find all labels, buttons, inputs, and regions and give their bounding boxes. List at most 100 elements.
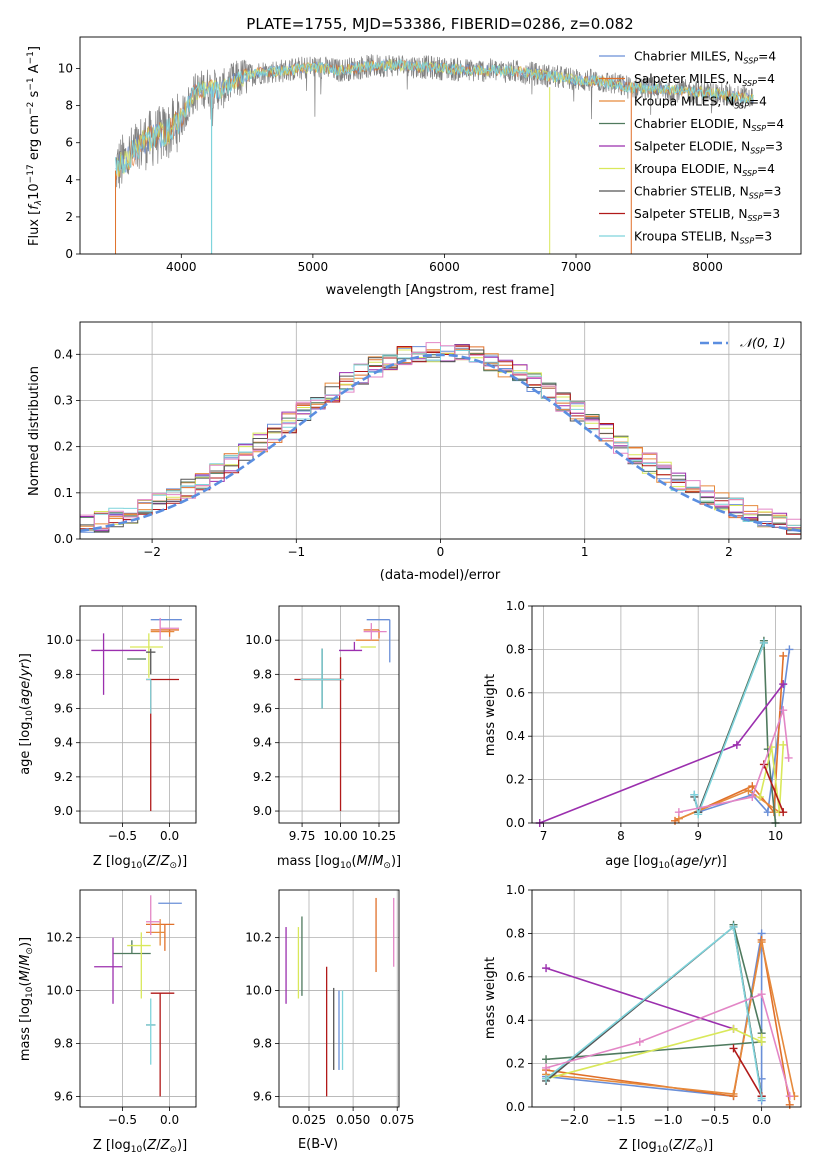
x-tick-label: 10.25 <box>362 829 396 843</box>
weight-line <box>674 655 784 822</box>
x-tick-label: −1.0 <box>653 1113 682 1127</box>
x-tick-label: 9 <box>694 829 702 843</box>
weight-marker <box>542 964 551 973</box>
y-tick-label: 0 <box>65 247 73 261</box>
weight-marker <box>748 782 757 791</box>
x-tick-label: 0.0 <box>752 1113 771 1127</box>
axes-frame <box>278 889 400 1108</box>
weight-vs-age-ylabel: mass weight <box>483 674 498 756</box>
y-tick-label: 0.4 <box>506 1013 525 1027</box>
x-tick-label: 0.0 <box>160 829 179 843</box>
weight-marker <box>729 1024 738 1033</box>
y-tick-label: 10.0 <box>245 633 272 647</box>
weight-marker <box>674 808 683 817</box>
legend-label: Chabrier MILES, NSSP​=4 <box>634 50 776 66</box>
weight-line <box>759 744 784 813</box>
y-tick-label: 0.1 <box>54 486 73 500</box>
y-tick-label: 9.8 <box>253 667 272 681</box>
residuals-plot-area: −2 −1 0 1 2 0.0 0.1 0.2 0.3 0.4 𝒩(0, 1) <box>54 321 802 559</box>
x-tick-label: 10.00 <box>323 829 357 843</box>
weight-marker <box>542 1063 551 1072</box>
y-tick-label: 10.2 <box>245 931 272 945</box>
legend-label: Chabrier STELIB, NSSP​=3 <box>634 185 781 201</box>
x-tick-label: 10 <box>768 829 783 843</box>
x-tick-label: 2 <box>725 545 733 559</box>
y-tick-label: 10.0 <box>245 984 272 998</box>
x-tick-label: −1 <box>287 545 305 559</box>
x-tick-label: −2.0 <box>560 1113 589 1127</box>
weight-marker <box>779 740 788 749</box>
weight-marker <box>784 753 793 762</box>
legend-label: Chabrier ELODIE, NSSP​=4 <box>634 117 784 133</box>
residuals-ylabel: Normed distribution <box>27 366 42 496</box>
y-tick-label: 10.2 <box>46 931 73 945</box>
weight-marker <box>757 938 766 947</box>
weight-vs-z-ylabel: mass weight <box>483 957 498 1039</box>
y-tick-label: 1.0 <box>506 599 525 613</box>
y-tick-label: 0.0 <box>54 532 73 546</box>
y-tick-label: 0.0 <box>506 1100 525 1114</box>
y-tick-label: 0.6 <box>506 686 525 700</box>
weight-marker <box>785 1092 794 1101</box>
weight-marker <box>542 1055 551 1064</box>
x-tick-label: 4000 <box>166 260 197 274</box>
x-tick-label: −0.5 <box>108 829 137 843</box>
weight-vs-age-panel: 7 8 9 10 0.0 0.2 0.4 0.6 0.8 1.0 <box>506 599 802 843</box>
legend-label: Salpeter ELODIE, NSSP​=3 <box>634 140 783 156</box>
figure-title: PLATE=1755, MJD=53386, FIBERID=0286, z=0… <box>246 15 633 33</box>
residuals-xlabel: (data-model)/error <box>380 568 501 583</box>
y-tick-label: 9.8 <box>54 1036 73 1050</box>
weight-line <box>545 993 791 1097</box>
y-tick-label: 0.8 <box>506 926 525 940</box>
model-spectrum-line <box>115 59 754 181</box>
spectrum-xlabel: wavelength [Angstrom, rest frame] <box>326 283 555 298</box>
y-tick-label: 9.2 <box>253 770 272 784</box>
legend-label: Kroupa ELODIE, NSSP​=4 <box>634 162 775 178</box>
axes-frame <box>278 605 400 824</box>
weight-marker <box>757 990 766 999</box>
y-tick-label: 9.6 <box>54 702 73 716</box>
weight-line <box>545 967 734 1030</box>
y-tick-label: 0.2 <box>506 773 525 787</box>
y-tick-label: 2 <box>65 210 73 224</box>
mass-vs-ebv-panel: 0.025 0.050 0.075 9.6 9.8 10.0 10.2 <box>245 889 414 1127</box>
x-tick-label: 7 <box>540 829 548 843</box>
weight-marker <box>759 638 768 647</box>
weight-marker <box>542 1074 551 1083</box>
age-ylabel: age [log10(age/yr)] <box>18 653 35 775</box>
y-tick-label: 0.0 <box>506 816 525 830</box>
residuals-panel: −2 −1 0 1 2 0.0 0.1 0.2 0.3 0.4 𝒩(0, 1) (data-mode… <box>27 321 802 583</box>
weight-marker <box>744 786 753 795</box>
weight-line <box>763 764 784 813</box>
weight-line <box>539 683 784 824</box>
spectrum-panel: 4000 5000 6000 7000 8000 0 2 4 6 8 10 Chabrier MIL… <box>26 36 802 298</box>
y-tick-label: 0.8 <box>506 642 525 656</box>
weight-marker <box>785 645 794 654</box>
weight-marker <box>779 706 788 715</box>
y-tick-label: 4 <box>65 173 73 187</box>
weight-marker <box>729 1044 738 1053</box>
mass-ylabel: mass [log10(M/M⊙)] <box>18 937 35 1061</box>
weight-line <box>545 925 763 1099</box>
x-tick-label: 0.075 <box>380 1113 414 1127</box>
x-tick-label: 5000 <box>298 260 329 274</box>
histogram-steps <box>80 342 801 538</box>
weight-line <box>678 709 790 813</box>
legend-label: Salpeter MILES, NSSP​=4 <box>634 72 775 88</box>
weight-marker <box>748 792 757 801</box>
y-tick-label: 10 <box>58 62 73 76</box>
y-tick-label: 9.2 <box>54 770 73 784</box>
axes-frame <box>79 36 802 255</box>
y-tick-label: 8 <box>65 99 73 113</box>
y-tick-label: 9.0 <box>253 804 272 818</box>
x-tick-label: 0.025 <box>292 1113 326 1127</box>
x-tick-label: 1 <box>581 545 589 559</box>
model-spectrum-line <box>115 58 754 175</box>
weight-marker <box>757 1094 766 1103</box>
y-tick-label: 9.0 <box>54 804 73 818</box>
y-tick-label: 10.0 <box>46 633 73 647</box>
x-tick-label: −1.5 <box>606 1113 635 1127</box>
x-tick-label: 8 <box>617 829 625 843</box>
y-tick-label: 0.3 <box>54 393 73 407</box>
age-vs-metallicity-panel: −0.5 0.0 9.0 9.2 9.4 9.6 9.8 10.0 <box>46 605 197 843</box>
